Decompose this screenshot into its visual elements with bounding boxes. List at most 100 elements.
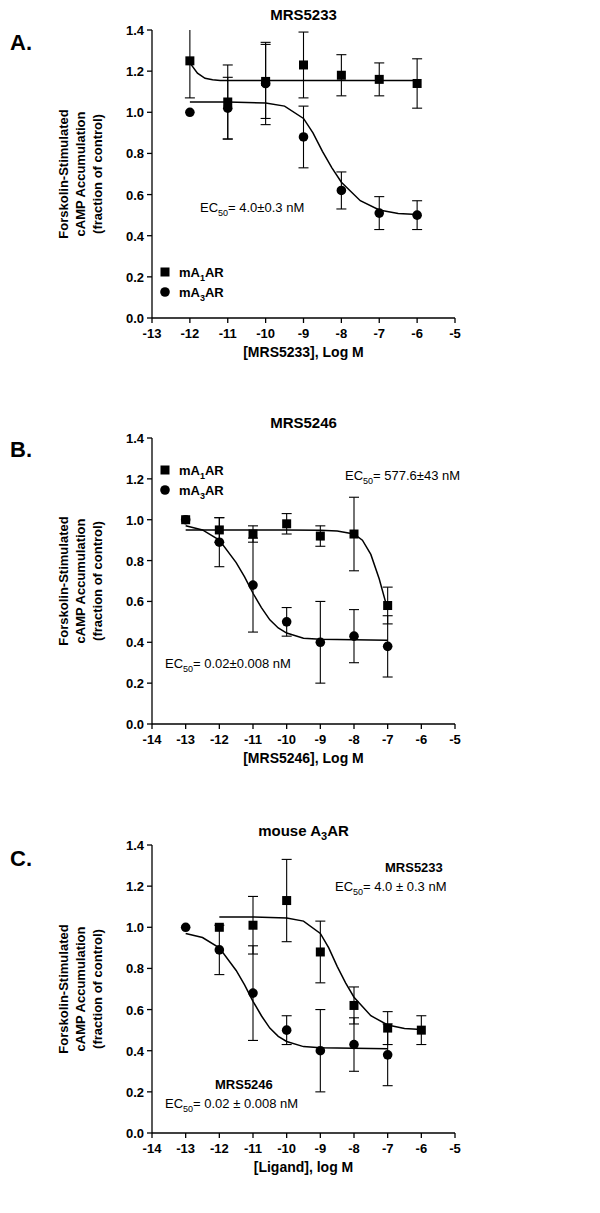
data-point bbox=[181, 922, 191, 932]
x-axis bbox=[152, 1132, 455, 1133]
error-bar bbox=[282, 608, 292, 637]
y-axis-label: (fraction of control) bbox=[90, 929, 105, 1049]
x-tick bbox=[303, 318, 304, 323]
error-bar bbox=[299, 106, 309, 168]
legend: mA1ARmA3AR bbox=[160, 463, 224, 501]
error-bar bbox=[248, 896, 258, 954]
y-tick-label: 0.4 bbox=[126, 1044, 145, 1059]
x-axis-label: [MRS5233], Log M bbox=[243, 344, 364, 360]
data-point bbox=[185, 56, 194, 65]
y-tick bbox=[147, 723, 152, 724]
panel-label: B. bbox=[10, 437, 32, 462]
x-tick bbox=[252, 1133, 253, 1138]
y-tick-label: 1.0 bbox=[126, 105, 144, 120]
data-point bbox=[181, 515, 191, 525]
data-point bbox=[412, 210, 422, 220]
fit-curve bbox=[190, 102, 417, 215]
data-point bbox=[383, 642, 393, 652]
y-tick bbox=[147, 1009, 152, 1010]
y-tick bbox=[147, 1050, 152, 1051]
y-tick bbox=[147, 317, 152, 318]
y-tick bbox=[147, 478, 152, 479]
x-tick-label: -10 bbox=[256, 326, 275, 341]
x-tick-label: -14 bbox=[143, 732, 163, 747]
error-bar bbox=[214, 925, 224, 974]
y-tick-label: 0.4 bbox=[126, 229, 145, 244]
data-point bbox=[316, 947, 325, 956]
y-tick-label: 0.2 bbox=[126, 676, 144, 691]
x-tick-label: -12 bbox=[210, 732, 229, 747]
x-axis-label: [MRS5246], Log M bbox=[243, 750, 364, 766]
error-bar bbox=[383, 1024, 393, 1086]
error-bar bbox=[412, 59, 422, 108]
error-bar bbox=[336, 55, 346, 96]
y-axis bbox=[151, 30, 152, 318]
legend: mA1ARmA3AR bbox=[160, 265, 224, 303]
panel: A.MRS5233-13-12-11-10-9-8-7-6-50.00.20.4… bbox=[10, 6, 461, 360]
error-bar bbox=[315, 921, 325, 983]
data-point bbox=[249, 530, 258, 539]
data-point bbox=[215, 537, 225, 547]
plot-area bbox=[181, 859, 426, 1091]
x-tick-label: -8 bbox=[348, 1141, 360, 1156]
x-tick-label: -8 bbox=[348, 732, 360, 747]
x-tick bbox=[387, 1133, 388, 1138]
data-point bbox=[383, 601, 392, 610]
error-bar bbox=[349, 1018, 359, 1071]
x-tick bbox=[416, 318, 417, 323]
y-axis-label: Forskolin-Stimulated bbox=[56, 924, 71, 1053]
y-axis-label: Forskolin-Stimulated bbox=[56, 516, 71, 645]
data-point bbox=[417, 1026, 426, 1035]
x-tick bbox=[185, 1133, 186, 1138]
error-bar bbox=[282, 514, 292, 534]
x-tick bbox=[189, 318, 190, 323]
plot-area bbox=[185, 30, 422, 230]
panel: B.MRS5246-14-13-12-11-10-9-8-7-6-50.00.2… bbox=[10, 414, 461, 766]
x-tick-label: -8 bbox=[336, 326, 348, 341]
legend-label: mA3AR bbox=[179, 483, 224, 501]
annotation: EC50= 577.6±43 nM bbox=[345, 468, 460, 486]
series-label: MRS5233 bbox=[385, 860, 443, 875]
legend-marker bbox=[160, 485, 170, 495]
chart-title: mouse A3AR bbox=[258, 822, 349, 842]
x-tick-label: -11 bbox=[244, 1141, 262, 1156]
y-tick bbox=[147, 642, 152, 643]
error-bar bbox=[349, 610, 359, 663]
y-tick-label: 0.2 bbox=[126, 1085, 144, 1100]
fit-curve bbox=[186, 526, 388, 640]
x-tick bbox=[421, 724, 422, 729]
x-tick-label: -10 bbox=[277, 1141, 296, 1156]
error-bar bbox=[374, 63, 384, 96]
y-tick bbox=[147, 437, 152, 438]
annotation: EC50= 0.02 ± 0.008 nM bbox=[165, 1096, 298, 1114]
y-tick bbox=[147, 153, 152, 154]
y-tick-label: 1.4 bbox=[126, 23, 145, 38]
error-bar bbox=[282, 1016, 292, 1045]
data-point bbox=[248, 580, 258, 590]
x-tick bbox=[252, 724, 253, 729]
error-bar bbox=[412, 201, 422, 230]
y-tick-label: 0.4 bbox=[126, 635, 145, 650]
x-axis bbox=[152, 723, 455, 724]
annotation: EC50= 4.0 ± 0.3 nM bbox=[335, 879, 446, 897]
annotation: EC50= 4.0±0.3 nM bbox=[200, 200, 304, 218]
x-tick-label: -6 bbox=[411, 326, 423, 341]
data-point bbox=[185, 107, 195, 117]
y-tick-label: 0.6 bbox=[126, 1003, 144, 1018]
x-tick-label: -11 bbox=[244, 732, 262, 747]
x-tick bbox=[353, 724, 354, 729]
y-tick bbox=[147, 276, 152, 277]
data-point bbox=[413, 79, 422, 88]
data-point bbox=[248, 988, 258, 998]
x-tick bbox=[454, 1133, 455, 1138]
y-tick bbox=[147, 560, 152, 561]
y-tick-label: 1.0 bbox=[126, 920, 144, 935]
panel-label: C. bbox=[10, 846, 32, 871]
data-point bbox=[349, 1040, 359, 1050]
legend-marker bbox=[161, 466, 170, 475]
y-tick-label: 0.0 bbox=[126, 1126, 144, 1141]
y-tick bbox=[147, 29, 152, 30]
y-tick-label: 0.8 bbox=[126, 554, 144, 569]
data-point bbox=[349, 631, 359, 641]
x-tick bbox=[353, 1133, 354, 1138]
